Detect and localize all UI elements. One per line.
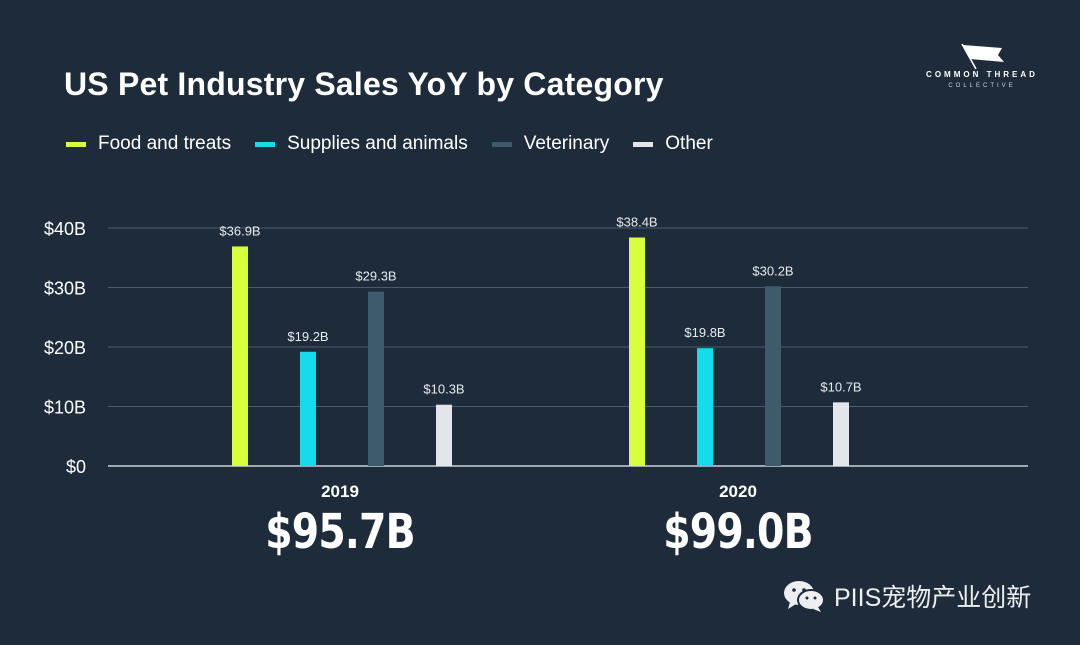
legend-item-supplies: Supplies and animals bbox=[255, 133, 468, 155]
data-label: $38.4B bbox=[616, 215, 657, 230]
legend-item-food: Food and treats bbox=[66, 133, 231, 155]
group-total-2019: $95.7B bbox=[265, 504, 415, 560]
logo-subtitle: COLLECTIVE bbox=[948, 83, 1016, 89]
y-tick-label: $30B bbox=[44, 279, 86, 299]
legend-swatch-other bbox=[633, 141, 654, 147]
common-thread-logo: COMMON THREAD COLLECTIVE bbox=[922, 40, 1042, 96]
bar-2019-1 bbox=[300, 351, 316, 466]
group-year-2019: 2019 bbox=[321, 482, 359, 501]
y-tick-label: $20B bbox=[44, 338, 86, 358]
legend-item-other: Other bbox=[633, 133, 713, 155]
y-tick-label: $10B bbox=[44, 398, 86, 418]
y-tick-label: $0 bbox=[66, 457, 86, 477]
bar-2019-3 bbox=[436, 404, 452, 466]
legend: Food and treats Supplies and animals Vet… bbox=[66, 133, 737, 155]
y-tick-label: $40B bbox=[44, 219, 86, 239]
data-label: $19.8B bbox=[684, 325, 725, 340]
data-label: $30.2B bbox=[752, 263, 793, 278]
data-label: $36.9B bbox=[219, 223, 260, 238]
legend-label-food: Food and treats bbox=[98, 133, 232, 154]
chart-title: US Pet Industry Sales YoY by Category bbox=[64, 66, 664, 102]
legend-swatch-supplies bbox=[255, 141, 276, 147]
legend-swatch-food bbox=[66, 141, 86, 147]
flag-icon bbox=[961, 43, 1004, 70]
watermark-text: PIIS宠物产业创新 bbox=[834, 584, 1032, 612]
bar-2020-3 bbox=[833, 402, 849, 466]
legend-label-supplies: Supplies and animals bbox=[287, 133, 468, 154]
watermark: PIIS宠物产业创新 bbox=[782, 578, 1031, 614]
bar-2020-1 bbox=[697, 348, 713, 466]
data-label: $19.2B bbox=[287, 329, 328, 344]
legend-item-veterinary: Veterinary bbox=[491, 133, 610, 155]
legend-label-veterinary: Veterinary bbox=[523, 133, 610, 154]
bar-2019-2 bbox=[368, 291, 384, 466]
bar-2020-2 bbox=[765, 286, 781, 466]
bar-2019-0 bbox=[232, 246, 248, 466]
legend-swatch-veterinary bbox=[491, 141, 512, 147]
data-label: $10.7B bbox=[820, 379, 861, 394]
logo-wordmark: COMMON THREAD bbox=[926, 70, 1038, 79]
bar-2020-0 bbox=[629, 237, 645, 466]
group-total-2020: $99.0B bbox=[663, 504, 813, 560]
wechat-icon bbox=[784, 581, 825, 612]
data-label: $29.3B bbox=[355, 269, 396, 284]
data-label: $10.3B bbox=[423, 382, 464, 397]
legend-label-other: Other bbox=[665, 133, 713, 154]
group-year-2020: 2020 bbox=[719, 482, 757, 501]
